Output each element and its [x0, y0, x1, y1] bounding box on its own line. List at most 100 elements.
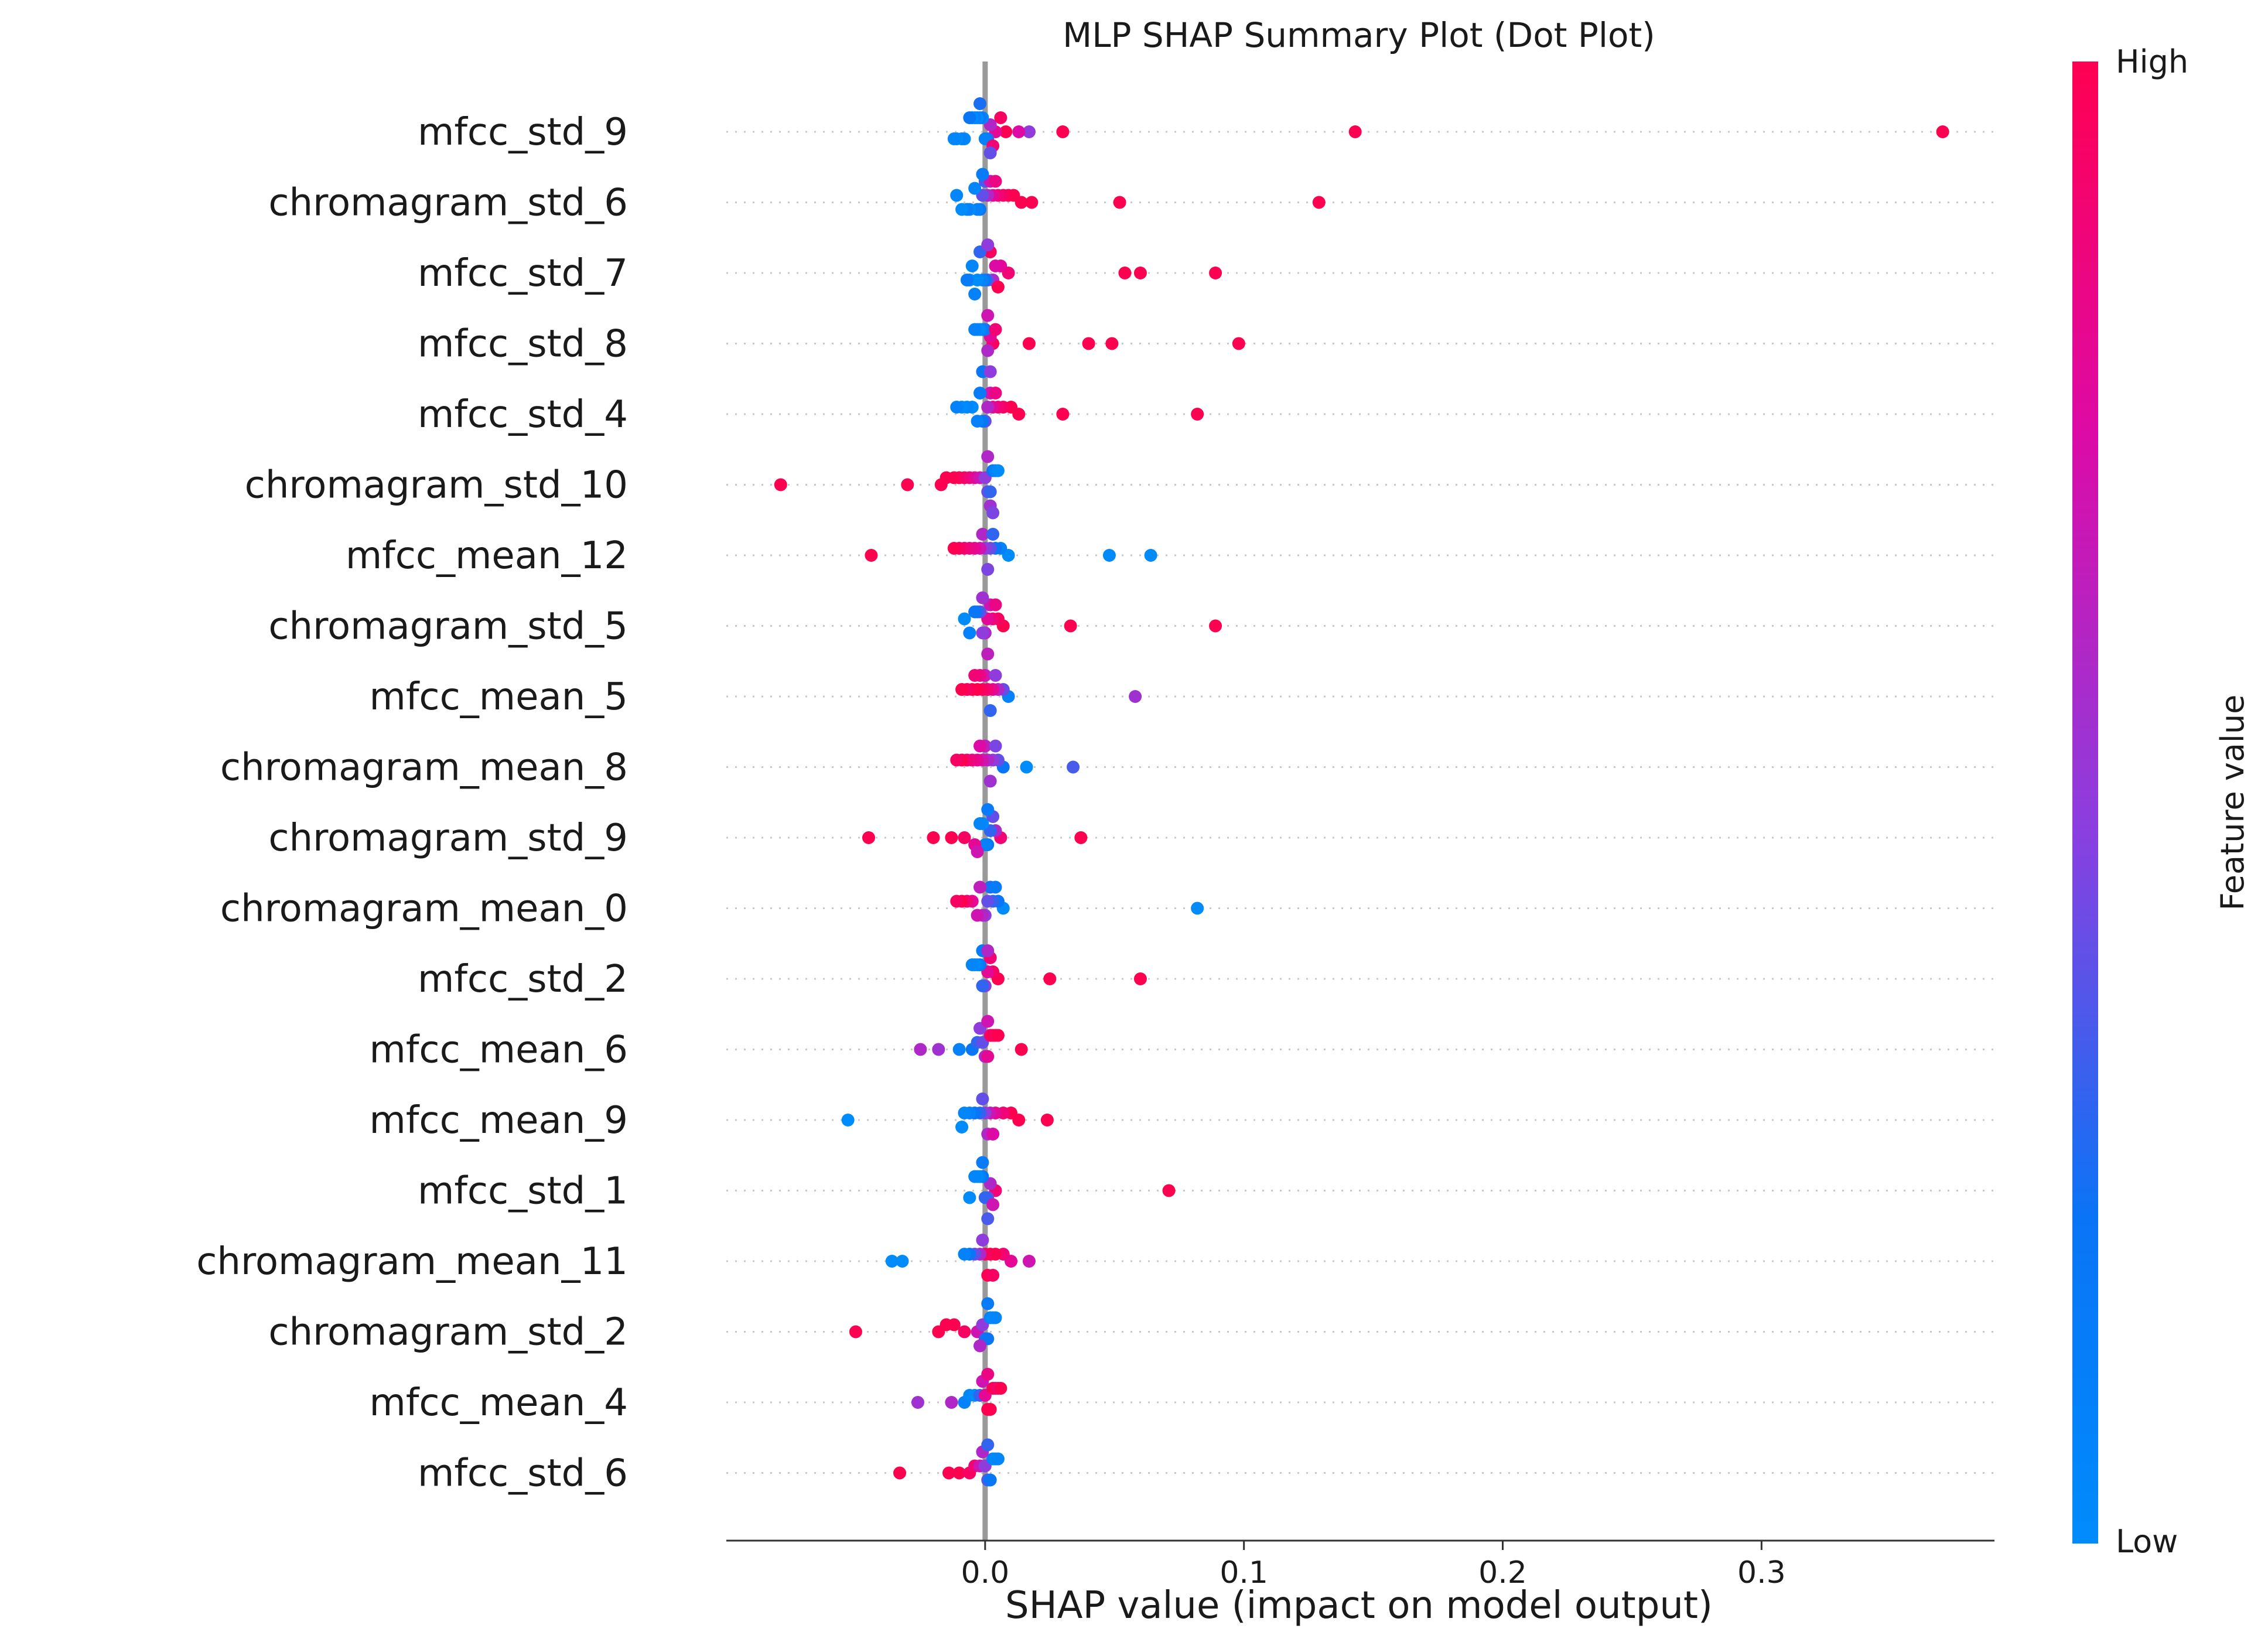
- point-chromagram_std_9-2: [927, 831, 940, 844]
- x-axis-label: SHAP value (impact on model output): [1005, 1584, 1713, 1627]
- point-chromagram_std_2-11: [989, 1311, 1002, 1324]
- point-chromagram_std_9-1: [862, 831, 876, 844]
- point-chromagram_std_6-0: [1312, 196, 1326, 209]
- colorbar: High Low Feature value: [2072, 43, 2251, 1560]
- point-chromagram_mean_8-14: [974, 739, 986, 753]
- point-mfcc_mean_12-14: [981, 563, 995, 576]
- point-mfcc_std_6-13: [981, 1438, 995, 1452]
- x-tick-label-3: 0.3: [1737, 1555, 1786, 1590]
- colorbar-title: Feature value: [2214, 695, 2251, 911]
- feature-label-chromagram_std_5: chromagram_std_5: [268, 605, 628, 648]
- point-mfcc_std_8-0: [1232, 337, 1245, 350]
- point-mfcc_std_7-17: [981, 238, 995, 251]
- feature-labels: mfcc_std_9 chromagram_std_6 mfcc_std_7mfcc…: [196, 111, 628, 1496]
- x-tick-label-1: 0.1: [1220, 1555, 1268, 1590]
- point-chromagram_std_2-13: [981, 1297, 995, 1310]
- point-chromagram_std_5-10: [968, 605, 982, 619]
- point-chromagram_mean_0-13: [974, 880, 986, 894]
- feature-label-mfcc_mean_9: mfcc_mean_9: [370, 1099, 628, 1142]
- x-tick-label-2: 0.2: [1478, 1555, 1527, 1590]
- point-chromagram_std_5-12: [958, 612, 971, 626]
- point-mfcc_std_8-15: [983, 365, 997, 378]
- point-mfcc_std_9-0: [1936, 125, 1949, 138]
- feature-label-chromagram_std_6: chromagram_std_6: [268, 182, 628, 225]
- point-chromagram_mean_0-0: [1191, 902, 1204, 915]
- point-mfcc_std_6-0: [893, 1466, 907, 1480]
- point-mfcc_std_9-4: [1012, 125, 1026, 138]
- point-chromagram_mean_8-1: [1020, 760, 1033, 774]
- point-mfcc_mean_9-12: [955, 1121, 969, 1133]
- point-mfcc_std_7-18: [968, 288, 982, 301]
- point-mfcc_std_4-10: [971, 415, 984, 428]
- feature-label-mfcc_std_8: mfcc_std_8: [418, 323, 628, 366]
- point-mfcc_std_9-5: [999, 125, 1013, 138]
- point-mfcc_std_9-23: [974, 97, 986, 110]
- point-chromagram_std_9-14: [971, 845, 984, 858]
- point-mfcc_std_6-11: [991, 1452, 1005, 1466]
- point-mfcc_mean_6-8: [981, 1050, 995, 1063]
- point-chromagram_std_9-4: [958, 831, 971, 844]
- point-chromagram_std_6-2: [1025, 196, 1039, 209]
- point-mfcc_std_6-2: [952, 1466, 966, 1480]
- point-chromagram_std_5-14: [989, 598, 1002, 612]
- point-chromagram_std_6-21: [989, 175, 1002, 188]
- point-mfcc_mean_6-3: [952, 1043, 966, 1056]
- point-mfcc_std_7-11: [965, 260, 979, 272]
- point-mfcc_std_1-8: [968, 1170, 982, 1183]
- point-mfcc_std_4-14: [950, 401, 964, 414]
- point-mfcc_std_9-21: [994, 111, 1007, 124]
- point-mfcc_mean_12-1: [1102, 549, 1116, 562]
- feature-label-chromagram_std_10: chromagram_std_10: [245, 464, 628, 507]
- point-mfcc_mean_12-15: [976, 528, 989, 541]
- point-chromagram_std_2-0: [849, 1325, 862, 1339]
- point-chromagram_std_10-1: [901, 478, 914, 491]
- chart-title: MLP SHAP Summary Plot (Dot Plot): [1063, 15, 1655, 55]
- point-mfcc_std_1-9: [963, 1191, 976, 1204]
- point-mfcc_mean_4-14: [981, 1368, 995, 1381]
- point-mfcc_mean_12-13: [947, 542, 961, 555]
- feature-label-chromagram_mean_11: chromagram_mean_11: [196, 1240, 628, 1283]
- point-mfcc_std_8-3: [1022, 337, 1036, 350]
- point-chromagram_mean_8-11: [950, 753, 964, 767]
- shap-points: [774, 97, 1949, 1487]
- point-chromagram_mean_8-12: [983, 774, 997, 788]
- feature-label-mfcc_mean_12: mfcc_mean_12: [346, 534, 628, 578]
- point-chromagram_mean_8-0: [1067, 760, 1080, 774]
- point-chromagram_std_5-7: [976, 626, 989, 640]
- feature-label-mfcc_std_9: mfcc_std_9: [418, 111, 628, 154]
- point-mfcc_std_8-2: [1082, 337, 1095, 350]
- feature-label-mfcc_std_1: mfcc_std_1: [418, 1170, 628, 1213]
- point-mfcc_std_7-2: [1118, 267, 1132, 279]
- point-chromagram_std_5-15: [976, 591, 989, 605]
- colorbar-low-label: Low: [2116, 1523, 2178, 1560]
- point-mfcc_mean_6-12: [991, 1029, 1005, 1042]
- point-mfcc_std_9-1: [1348, 125, 1362, 138]
- point-mfcc_std_8-1: [1105, 337, 1119, 350]
- x-ticks: 0.0 0.1 0.2 0.3: [961, 1541, 1786, 1590]
- point-chromagram_std_6-1: [1113, 196, 1126, 209]
- point-mfcc_std_7-0: [1209, 267, 1222, 279]
- point-chromagram_mean_11-1: [896, 1255, 909, 1268]
- point-mfcc_mean_6-2: [1015, 1043, 1028, 1056]
- point-chromagram_mean_0-14: [989, 880, 1002, 894]
- point-chromagram_std_10-17: [981, 450, 995, 463]
- point-mfcc_std_9-22: [983, 146, 997, 159]
- point-mfcc_mean_12-16: [986, 528, 1000, 541]
- point-chromagram_std_9-3: [945, 831, 958, 844]
- point-mfcc_std_2-10: [965, 958, 979, 971]
- point-mfcc_std_4-1: [1056, 408, 1070, 421]
- point-chromagram_std_5-1: [1064, 619, 1077, 633]
- feature-label-chromagram_mean_8: chromagram_mean_8: [220, 746, 628, 790]
- point-chromagram_mean_11-11: [958, 1248, 971, 1261]
- point-mfcc_std_2-6: [976, 979, 989, 992]
- point-mfcc_mean_4-1: [945, 1396, 958, 1409]
- point-mfcc_mean_12-2: [865, 549, 878, 562]
- point-chromagram_std_6-20: [976, 168, 989, 181]
- point-mfcc_std_4-7: [981, 401, 995, 414]
- point-chromagram_mean_0-4: [981, 894, 995, 908]
- point-chromagram_std_10-0: [774, 478, 787, 491]
- point-mfcc_std_9-15: [963, 111, 976, 124]
- point-mfcc_std_8-11: [968, 323, 982, 336]
- colorbar-high-label: High: [2116, 43, 2188, 80]
